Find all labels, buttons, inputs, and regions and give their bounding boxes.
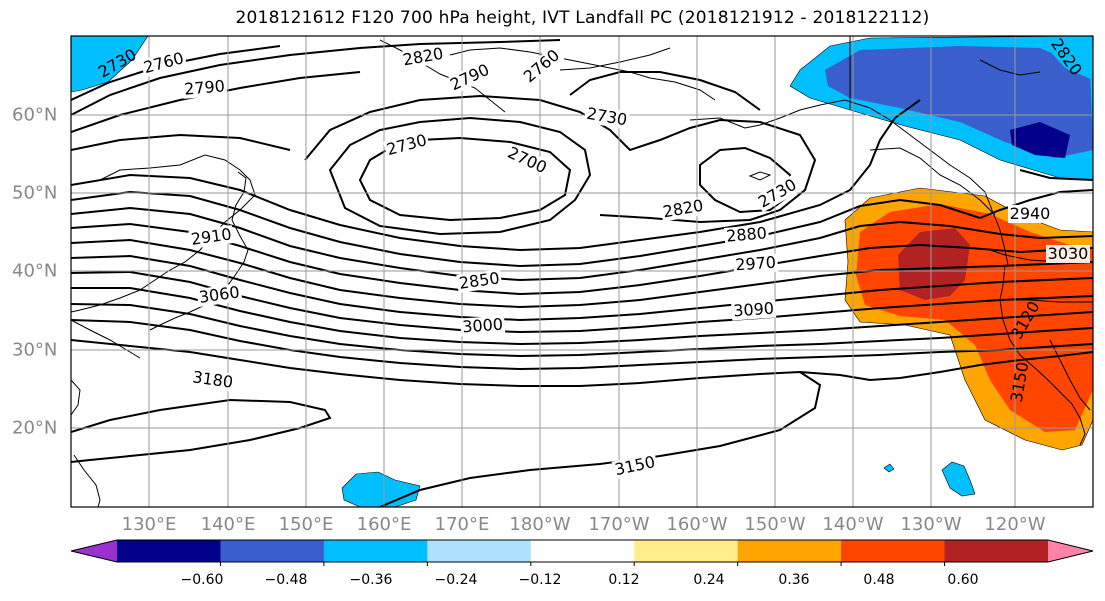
lon-label: 130°E <box>121 514 177 535</box>
colorbar-segment <box>944 540 1049 562</box>
lon-label: 130°W <box>900 514 962 535</box>
colorbar-extend-low <box>71 540 117 562</box>
lon-label: 170°E <box>434 514 490 535</box>
lat-label: 20°N <box>12 417 58 439</box>
lon-label: 150°W <box>744 514 806 535</box>
gridlines <box>71 36 1093 507</box>
colorbar-segment <box>737 540 842 562</box>
lon-label: 140°W <box>822 514 884 535</box>
colorbar-segment <box>634 540 739 562</box>
contour-label: 2790 <box>183 76 225 98</box>
colorbar-segment <box>323 540 428 562</box>
colorbar-tick-label: 0.60 <box>947 572 979 588</box>
lon-label: 120°W <box>984 514 1046 535</box>
map-frame <box>70 35 1094 508</box>
positive-ivt-shading <box>844 187 1093 451</box>
contour-label: 2970 <box>735 253 777 275</box>
colorbar-tick-label: −0.12 <box>518 572 562 588</box>
colorbar-segment <box>220 540 325 562</box>
contour-label: 3000 <box>462 315 504 337</box>
lon-label: 180°W <box>509 514 571 535</box>
colorbar <box>70 539 1094 566</box>
colorbar-tick-label: −0.24 <box>434 572 478 588</box>
colorbar-tick-label: −0.36 <box>349 572 393 588</box>
colorbar-segment <box>427 540 532 562</box>
lon-label: 170°W <box>588 514 650 535</box>
contour-label: 3090 <box>733 299 775 321</box>
lon-label: 140°E <box>200 514 256 535</box>
lon-label: 160°E <box>356 514 412 535</box>
lat-label: 50°N <box>12 182 58 204</box>
map-title: 2018121612 F120 700 hPa height, IVT Land… <box>235 8 930 28</box>
colorbar-segment <box>530 540 635 562</box>
colorbar-tick-label: 0.12 <box>608 572 640 588</box>
contour-label: 3030 <box>1048 244 1089 263</box>
lon-label: 160°W <box>666 514 728 535</box>
lon-label: 150°E <box>278 514 334 535</box>
colorbar-segment <box>117 540 221 562</box>
colorbar-tick-label: −0.48 <box>264 572 308 588</box>
colorbar-tick-label: −0.60 <box>180 572 224 588</box>
colorbar-tick-label: 0.24 <box>693 572 725 588</box>
contour-label: 2940 <box>1010 204 1051 223</box>
lat-label: 40°N <box>12 260 58 282</box>
lat-label: 30°N <box>12 339 58 361</box>
map-area: 2730 2760 2790 2820 2790 2760 2730 2730 … <box>71 36 1093 507</box>
colorbar-extend-high <box>1048 540 1093 562</box>
colorbar-tick-label: 0.48 <box>863 572 895 588</box>
lat-label: 60°N <box>12 104 58 126</box>
contour-label: 2880 <box>725 223 767 245</box>
colorbar-segment <box>841 540 946 562</box>
colorbar-outline <box>70 539 1094 563</box>
colorbar-tick-label: 0.36 <box>778 572 810 588</box>
